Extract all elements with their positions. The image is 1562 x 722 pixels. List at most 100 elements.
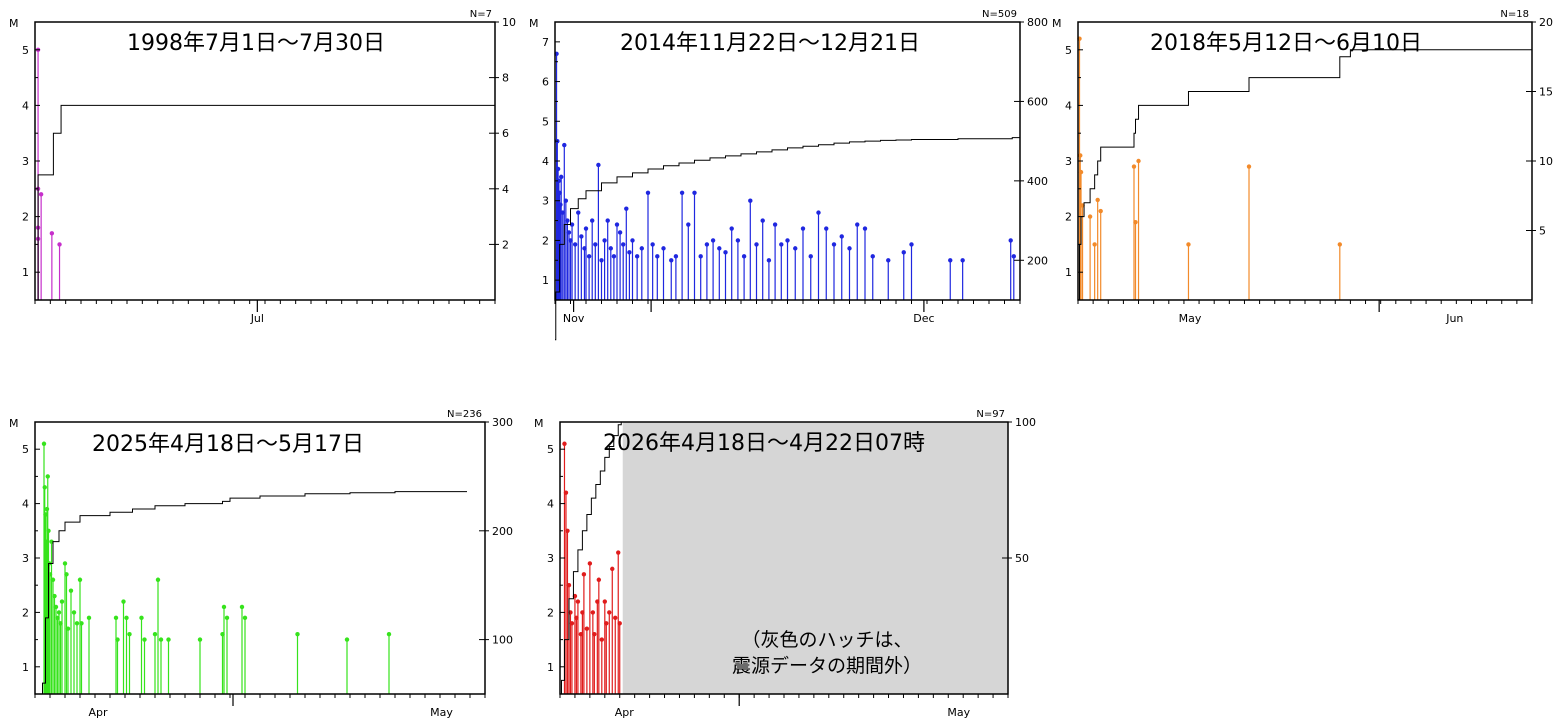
left-tick-label: 6 [542, 76, 549, 89]
event-point [566, 230, 572, 235]
chart-svg-3: 1 2 3 4 5 M 5 10 15 20 N=18 May Jun [1052, 9, 1553, 325]
left-tick-label: 1 [1065, 266, 1072, 279]
event-point [617, 621, 622, 626]
event-point [1078, 169, 1084, 175]
shade-note-line-2: 震源データの期間外） [732, 654, 923, 677]
left-tick-label: 4 [22, 498, 29, 511]
event-point [704, 242, 710, 247]
event-point [344, 637, 350, 642]
event-point [592, 631, 597, 637]
event-point [74, 621, 80, 626]
plot-frame [1077, 21, 1533, 301]
event-point [221, 604, 227, 610]
right-tick-label: 400 [1027, 175, 1048, 188]
event-point [590, 610, 596, 615]
event-point [710, 238, 716, 243]
event-point [1008, 238, 1013, 243]
event-point [46, 528, 51, 533]
event-point [754, 242, 759, 247]
event-point [586, 254, 592, 259]
left-axis-label: M [529, 17, 539, 30]
event-point [617, 230, 623, 235]
x-tick-label: Dec [913, 312, 934, 325]
right-tick-label: 600 [1027, 95, 1048, 108]
event-point [608, 246, 613, 251]
event-point [605, 218, 610, 223]
event-point [766, 258, 772, 263]
event-point [565, 218, 570, 223]
plot-frame [34, 421, 486, 695]
event-point [616, 550, 621, 555]
event-point [610, 566, 615, 572]
event-point [1131, 164, 1137, 169]
event-point [558, 202, 563, 207]
event-point [566, 583, 572, 588]
event-point [569, 621, 575, 626]
event-point [127, 631, 132, 637]
event-point [808, 254, 813, 259]
event-point [1095, 197, 1100, 203]
event-point [772, 222, 778, 227]
event-point [611, 254, 617, 259]
event-point [599, 258, 604, 263]
chart-title-5: 2026年4月18日～4月22日07時 [603, 431, 925, 456]
event-point [901, 250, 906, 255]
event-point [624, 206, 629, 211]
event-point [729, 226, 734, 231]
right-tick-label: 20 [1539, 16, 1553, 29]
event-point [602, 238, 607, 243]
right-tick-label: 4 [502, 183, 509, 196]
event-point [71, 610, 77, 615]
left-tick-label: 5 [22, 44, 29, 57]
left-tick-label: 5 [1065, 44, 1072, 57]
cumulative-count-line [555, 137, 1020, 341]
event-count-label: N=97 [976, 409, 1005, 420]
chart-panel-1: 1 2 3 4 5 M 2 4 6 8 10 N=7 Jul 1998年7月1日～7月30日 [0, 0, 520, 340]
event-point [556, 178, 562, 184]
event-point [607, 610, 612, 615]
left-tick-label: 4 [1065, 99, 1072, 112]
left-tick-label: 3 [1065, 155, 1072, 168]
event-point [1011, 254, 1016, 259]
left-tick-label: 4 [542, 155, 549, 168]
event-point [68, 588, 74, 593]
event-point [575, 599, 581, 604]
event-point [49, 231, 55, 236]
event-point [1087, 214, 1093, 219]
event-point [673, 254, 679, 259]
event-point [602, 599, 607, 604]
x-tick-label: May [430, 706, 453, 719]
x-tick-label: May [1179, 312, 1202, 325]
right-tick-label: 15 [1539, 86, 1553, 99]
event-point [639, 246, 644, 251]
chart-svg-2: 1 2 3 4 5 6 7M 200 400 600 800 N=509 Nov Dec [529, 9, 1048, 341]
cumulative-count-line [560, 422, 622, 695]
chart-panel-2: 1 2 3 4 5 6 7 M 200 400 600 800 N=509 Nov Dec 2014年11月… [520, 0, 1048, 341]
event-point [723, 250, 728, 255]
event-point [1092, 242, 1097, 247]
event-point [596, 162, 601, 168]
right-tick-label: 6 [502, 127, 509, 140]
event-point [77, 577, 83, 582]
event-count-label: N=236 [447, 409, 482, 420]
x-tick-label: Jul [250, 312, 264, 325]
event-point [717, 246, 722, 251]
event-point [62, 561, 68, 566]
x-tick-label: Apr [88, 706, 108, 719]
event-point [1337, 242, 1343, 247]
event-point [621, 242, 626, 247]
event-point [584, 626, 590, 631]
event-point [596, 577, 602, 582]
left-tick-label: 4 [547, 498, 554, 511]
event-point [113, 615, 119, 621]
left-tick-label: 2 [542, 234, 549, 247]
event-point [158, 637, 164, 642]
left-tick-label: 1 [542, 274, 549, 287]
left-tick-label: 3 [542, 195, 549, 208]
event-point [698, 254, 703, 259]
event-point [565, 528, 570, 533]
event-point [563, 198, 569, 203]
right-tick-label: 200 [1027, 254, 1048, 267]
event-point [559, 174, 564, 180]
event-point [679, 190, 685, 195]
